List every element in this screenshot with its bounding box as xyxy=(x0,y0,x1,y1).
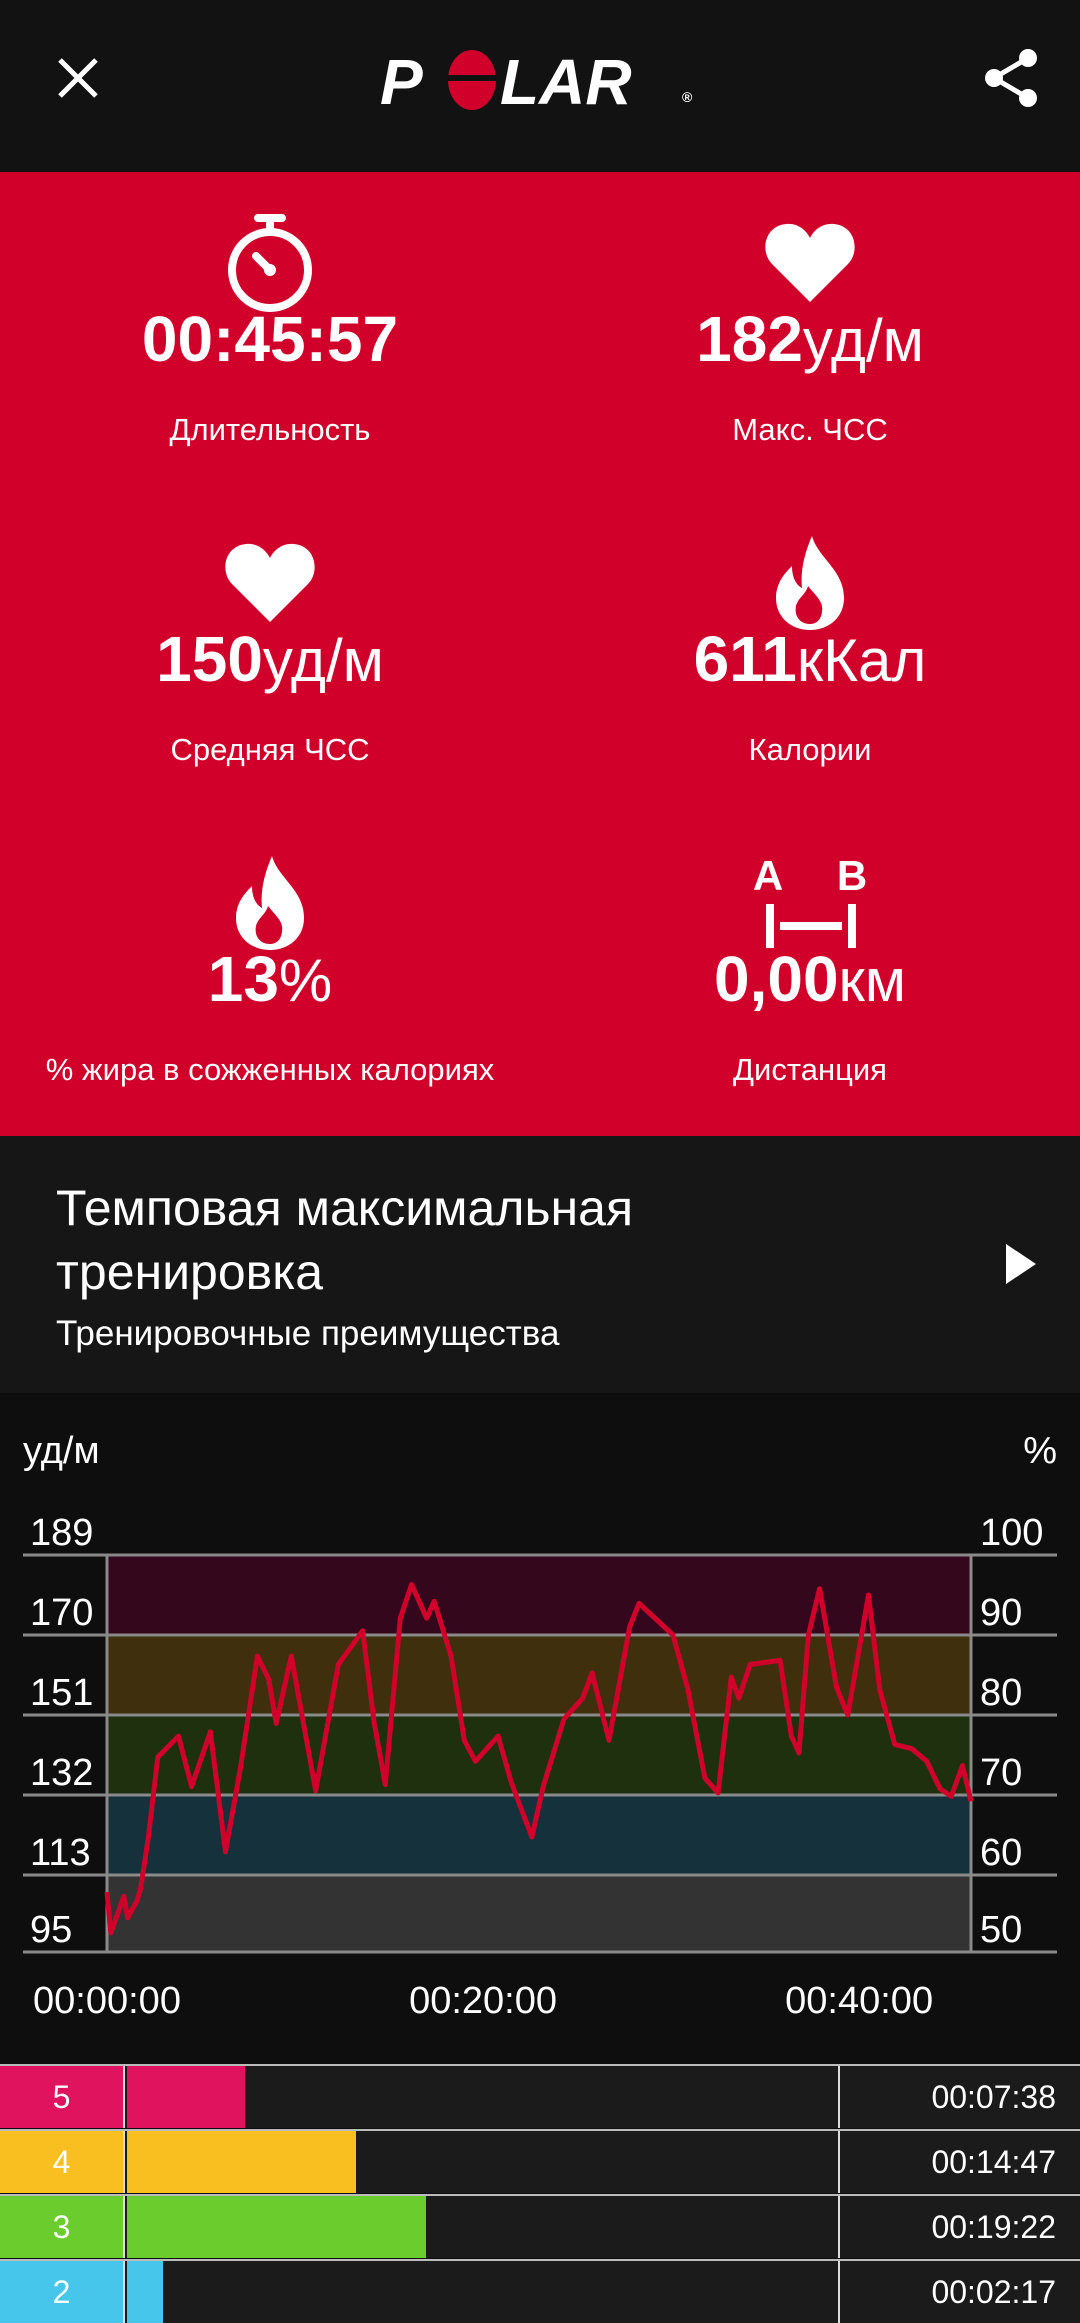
training-benefit-subtitle: Тренировочные преимущества xyxy=(56,1314,560,1353)
y-tick-left: 151 xyxy=(30,1672,93,1714)
svg-text:B: B xyxy=(837,852,867,899)
svg-text:®: ® xyxy=(682,89,693,105)
zone-number: 5 xyxy=(0,2066,125,2128)
zone-band xyxy=(107,1715,971,1795)
zone-row-5: 5 00:07:38 xyxy=(0,2064,1080,2128)
distance-icon: A B xyxy=(753,852,867,948)
close-icon[interactable] xyxy=(56,56,100,100)
y-tick-right: 70 xyxy=(980,1752,1022,1794)
polar-logo: P LAR ® xyxy=(380,50,693,112)
stat-value: 611кКал xyxy=(693,623,927,695)
stat-label: Макс. ЧСС xyxy=(732,412,888,447)
heart-icon xyxy=(765,223,855,302)
zone-time: 00:02:17 xyxy=(838,2261,1080,2323)
y-tick-right: 60 xyxy=(980,1832,1022,1874)
play-arrow-icon[interactable] xyxy=(1004,1242,1038,1286)
training-benefit-title: Темповая максимальная тренировка xyxy=(56,1180,634,1300)
zone-number: 2 xyxy=(0,2261,125,2323)
heart-rate-line xyxy=(104,1582,974,1936)
svg-text:LAR: LAR xyxy=(500,50,632,112)
y-tick-right: 90 xyxy=(980,1592,1022,1634)
zone-time: 00:14:47 xyxy=(838,2131,1080,2193)
stat-distance: A B 0,00км Дистанция xyxy=(540,812,1080,1132)
flame-icon xyxy=(776,536,844,630)
y-tick-right: 50 xyxy=(980,1909,1022,1951)
heart-icon xyxy=(225,543,315,622)
x-tick: 00:00:00 xyxy=(33,1980,181,2022)
y-axis-label-left: уд/м xyxy=(23,1430,100,1472)
stat-value: 150уд/м xyxy=(156,623,384,695)
zone-row-3: 3 00:19:22 xyxy=(0,2194,1080,2258)
y-tick-right: 100 xyxy=(980,1512,1043,1554)
stat-value: 182уд/м xyxy=(696,303,924,375)
stat-label: Дистанция xyxy=(733,1052,887,1087)
y-tick-left: 170 xyxy=(30,1592,93,1634)
zone-time: 00:19:22 xyxy=(838,2196,1080,2258)
stopwatch-icon xyxy=(228,214,312,312)
zone-band xyxy=(107,1555,971,1635)
x-tick: 00:20:00 xyxy=(409,1980,557,2022)
zone-row-4: 4 00:14:47 xyxy=(0,2129,1080,2193)
share-icon[interactable] xyxy=(984,48,1040,108)
heart-rate-chart: уд/м % 189 100 170 90 151 80 132 70 113 60 95 50 00:… xyxy=(0,1393,1080,2060)
y-tick-right: 80 xyxy=(980,1672,1022,1714)
zone-band xyxy=(107,1875,971,1952)
stat-calories: 611кКал Калории xyxy=(540,492,1080,812)
svg-text:A: A xyxy=(753,852,783,899)
app-header: P LAR ® xyxy=(0,0,1080,172)
stat-label: Длительность xyxy=(169,412,371,447)
zone-time-bar xyxy=(127,2261,163,2323)
y-axis-label-right: % xyxy=(1023,1430,1057,1472)
zone-time-bar xyxy=(127,2131,356,2193)
svg-text:P: P xyxy=(380,50,423,112)
zone-number: 3 xyxy=(0,2196,125,2258)
zone-row-2: 2 00:02:17 xyxy=(0,2259,1080,2323)
summary-panel: 00:45:57 Длительность 182уд/м Макс. ЧСС … xyxy=(0,172,1080,1136)
stat-value: 0,00км xyxy=(713,943,907,1015)
stat-value: 13% xyxy=(207,943,333,1015)
y-tick-left: 95 xyxy=(30,1909,72,1951)
stat-value: 00:45:57 xyxy=(141,303,399,375)
stat-max-hr: 182уд/м Макс. ЧСС xyxy=(540,172,1080,492)
stat-duration: 00:45:57 Длительность xyxy=(0,172,540,492)
x-tick: 00:40:00 xyxy=(785,1980,933,2022)
zone-number: 4 xyxy=(0,2131,125,2193)
y-tick-left: 132 xyxy=(30,1752,93,1794)
stat-label: Средняя ЧСС xyxy=(170,732,370,767)
stat-fat-percent: 13% % жира в сожженных калориях xyxy=(0,812,540,1132)
y-tick-left: 113 xyxy=(30,1832,91,1874)
y-tick-left: 189 xyxy=(30,1512,93,1554)
stat-label: Калории xyxy=(748,732,872,767)
stat-avg-hr: 150уд/м Средняя ЧСС xyxy=(0,492,540,812)
training-benefit-row[interactable]: Темповая максимальная тренировка Трениров… xyxy=(0,1136,1080,1393)
flame-icon xyxy=(236,856,304,950)
zone-time-bar xyxy=(127,2066,245,2128)
zone-time: 00:07:38 xyxy=(838,2066,1080,2128)
zone-time-bar xyxy=(127,2196,426,2258)
hr-zones-list: 5 00:07:38 4 00:14:47 3 00:19:22 2 00:02:17 xyxy=(0,2064,1080,2323)
stat-label: % жира в сожженных калориях xyxy=(45,1052,495,1087)
